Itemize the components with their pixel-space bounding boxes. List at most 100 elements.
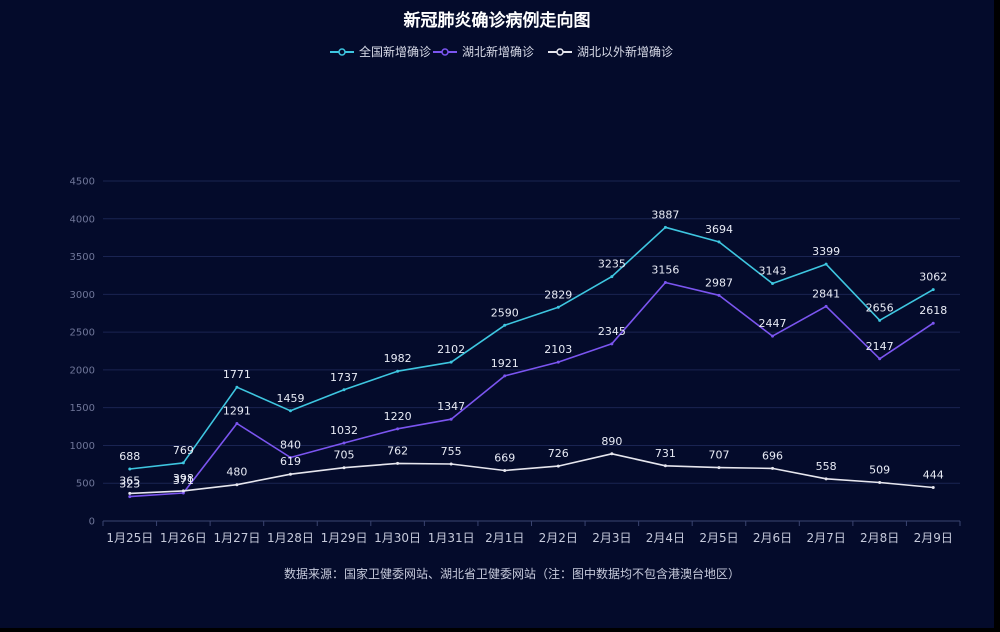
data-label: 2345 — [598, 325, 626, 338]
y-tick-label: 500 — [76, 479, 95, 490]
legend-item[interactable]: 全国新增确诊 — [359, 44, 431, 59]
data-label: 619 — [280, 455, 301, 468]
data-label: 480 — [226, 466, 247, 479]
data-label: 1921 — [491, 357, 519, 370]
grid-lines — [103, 180, 960, 522]
data-point — [610, 275, 614, 279]
data-label: 1771 — [223, 368, 251, 381]
data-point — [824, 304, 828, 308]
x-axis: 1月25日 1月26日 1月27日 1月28日 1月29日 1月30日 1月31日 2月1日 2… — [102, 521, 961, 545]
data-label: 705 — [334, 449, 355, 462]
data-label: 2590 — [491, 306, 519, 319]
data-point — [503, 323, 507, 327]
x-tick-label: 2月7日 — [806, 531, 845, 545]
y-tick-label: 3000 — [70, 290, 95, 301]
data-label: 3156 — [651, 264, 679, 277]
data-point — [128, 467, 132, 471]
data-point — [128, 495, 132, 499]
data-label: 398 — [173, 472, 194, 485]
x-tick-label: 2月4日 — [646, 531, 685, 545]
data-point — [288, 456, 292, 460]
data-label: 2103 — [544, 343, 572, 356]
data-point — [235, 421, 239, 425]
data-label: 1291 — [223, 404, 251, 417]
data-point — [556, 464, 560, 468]
source-note: 数据来源：国家卫健委网站、湖北省卫健委网站（注：图中数据均不包含港澳台地区） — [284, 566, 740, 581]
y-axis: 0 500 1000 1500 2000 2500 3000 3500 4000 4500 — [70, 177, 95, 528]
data-label: 3887 — [651, 208, 679, 221]
data-point — [503, 468, 507, 472]
x-tick-label: 2月6日 — [753, 531, 792, 545]
data-point — [342, 388, 346, 392]
x-tick-label: 1月30日 — [374, 531, 421, 545]
data-point — [128, 491, 132, 495]
data-point — [663, 281, 667, 285]
data-point — [824, 477, 828, 481]
y-tick-label: 2500 — [70, 328, 95, 339]
legend-marker — [441, 48, 449, 56]
data-label: 509 — [869, 464, 890, 477]
data-label: 365 — [119, 474, 140, 487]
data-label: 1347 — [437, 400, 465, 413]
data-label: 3235 — [598, 258, 626, 271]
legend: 全国新增确诊 湖北新增确诊 湖北以外新增确诊 — [330, 44, 673, 59]
y-tick-label: 1000 — [70, 441, 95, 452]
data-point — [342, 466, 346, 470]
data-label: 769 — [173, 444, 194, 457]
data-label: 1032 — [330, 424, 358, 437]
data-point — [503, 374, 507, 378]
data-label: 669 — [494, 451, 515, 464]
x-tick-label: 2月2日 — [539, 531, 578, 545]
data-label: 890 — [601, 435, 622, 448]
data-label: 3062 — [919, 271, 947, 284]
data-point — [663, 225, 667, 229]
legend-marker — [338, 48, 346, 56]
data-point — [717, 466, 721, 470]
data-label: 3694 — [705, 223, 733, 236]
legend-marker — [556, 48, 564, 56]
data-label: 558 — [816, 460, 837, 473]
x-tick-label: 1月28日 — [267, 531, 314, 545]
data-label: 1982 — [384, 352, 412, 365]
data-point — [771, 466, 775, 470]
y-tick-label: 4000 — [70, 214, 95, 225]
data-point — [288, 409, 292, 413]
x-tick-label: 1月25日 — [106, 531, 153, 545]
data-point — [717, 240, 721, 244]
legend-item[interactable]: 湖北以外新增确诊 — [577, 44, 673, 59]
data-point — [449, 360, 453, 364]
series-line — [129, 226, 934, 470]
series-line — [129, 452, 934, 495]
data-point — [181, 489, 185, 493]
data-point — [181, 461, 185, 465]
data-label: 3143 — [759, 265, 787, 278]
data-point — [610, 342, 614, 346]
data-label: 762 — [387, 444, 408, 457]
legend-item[interactable]: 湖北新增确诊 — [462, 44, 534, 59]
data-point — [878, 357, 882, 361]
data-label: 696 — [762, 449, 783, 462]
data-label: 3399 — [812, 245, 840, 258]
data-point — [449, 462, 453, 466]
y-tick-label: 3500 — [70, 252, 95, 263]
x-tick-label: 1月26日 — [160, 531, 207, 545]
data-label: 371 — [173, 474, 194, 487]
data-label: 688 — [119, 450, 140, 463]
data-point — [878, 481, 882, 485]
y-tick-label: 2000 — [70, 365, 95, 376]
x-tick-label: 1月27日 — [213, 531, 260, 545]
data-label: 323 — [119, 478, 140, 491]
data-label: 2987 — [705, 276, 733, 289]
data-point — [396, 369, 400, 373]
data-label: 2447 — [759, 317, 787, 330]
data-point — [663, 464, 667, 468]
data-labels: 688 769 1771 1459 1737 1982 2102 2590 2829 3235 38… — [119, 208, 947, 490]
y-tick-label: 4500 — [70, 177, 95, 188]
series-line — [129, 281, 934, 498]
data-point — [771, 282, 775, 286]
data-point — [235, 385, 239, 389]
data-point — [556, 360, 560, 364]
x-tick-label: 1月29日 — [321, 531, 368, 545]
data-point — [235, 483, 239, 487]
data-point — [878, 318, 882, 322]
